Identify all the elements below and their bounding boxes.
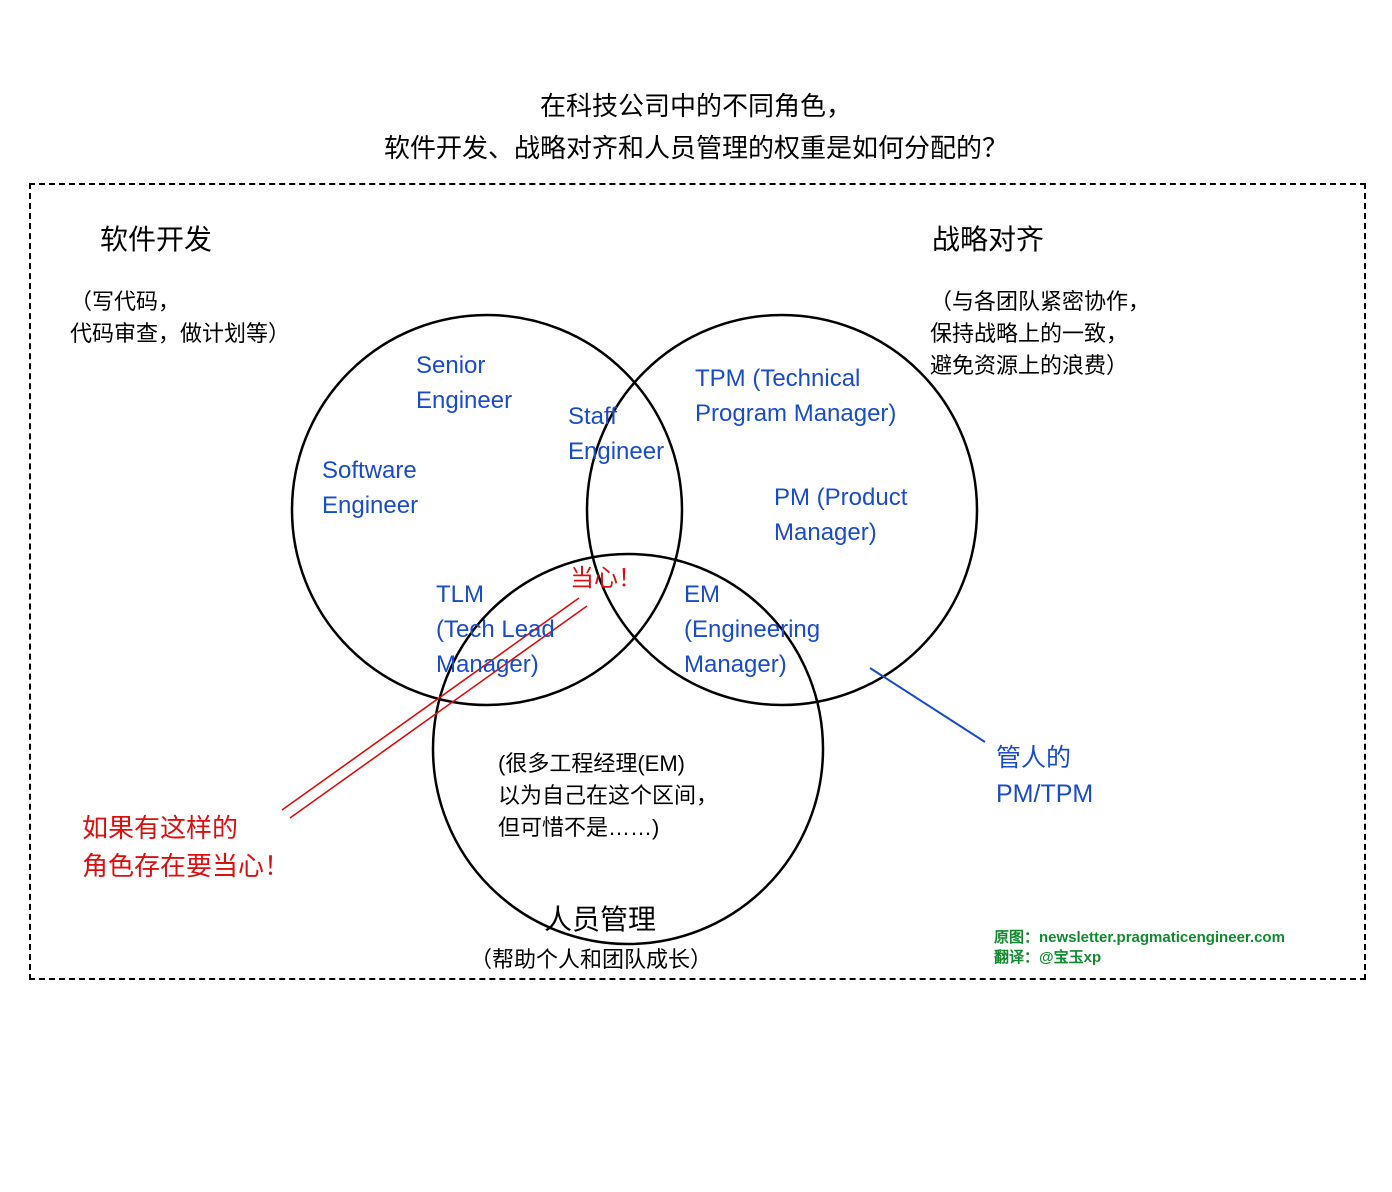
subtitle-people-mgmt: （帮助个人和团队成长） (470, 944, 712, 976)
role-em: EM (Engineering Manager) (684, 578, 820, 682)
role-senior-engineer: Senior Engineer (416, 349, 512, 419)
role-tlm: TLM (Tech Lead Manager) (436, 578, 555, 682)
blue-annotation: 管人的 PM/TPM (996, 740, 1093, 813)
role-software-engineer: Software Engineer (322, 454, 418, 524)
credit-translator: 翻译：@宝玉xp (994, 948, 1101, 968)
subtitle-software-dev: （写代码， 代码审查，做计划等） (70, 286, 290, 350)
role-pm: PM (Product Manager) (774, 481, 907, 551)
em-note: (很多工程经理(EM) 以为自己在这个区间， 但可惜不是……) (498, 748, 718, 844)
header-strategy: 战略对齐 (932, 220, 1044, 261)
header-people-mgmt: 人员管理 (544, 900, 656, 941)
role-tpm: TPM (Technical Program Manager) (695, 362, 896, 432)
blue-pmtpm-line (870, 668, 985, 742)
credit-source: 原图：newsletter.pragmaticengineer.com (994, 928, 1285, 948)
center-warning: 当心！ (570, 562, 642, 597)
red-annotation: 如果有这样的 角色存在要当心！ (82, 810, 290, 885)
diagram-canvas: 在科技公司中的不同角色， 软件开发、战略对齐和人员管理的权重是如何分配的？ 软件… (0, 0, 1392, 1192)
role-staff-engineer: Staff Engineer (568, 400, 664, 470)
header-software-dev: 软件开发 (100, 220, 212, 261)
subtitle-strategy: （与各团队紧密协作， 保持战略上的一致， 避免资源上的浪费） (930, 286, 1150, 382)
